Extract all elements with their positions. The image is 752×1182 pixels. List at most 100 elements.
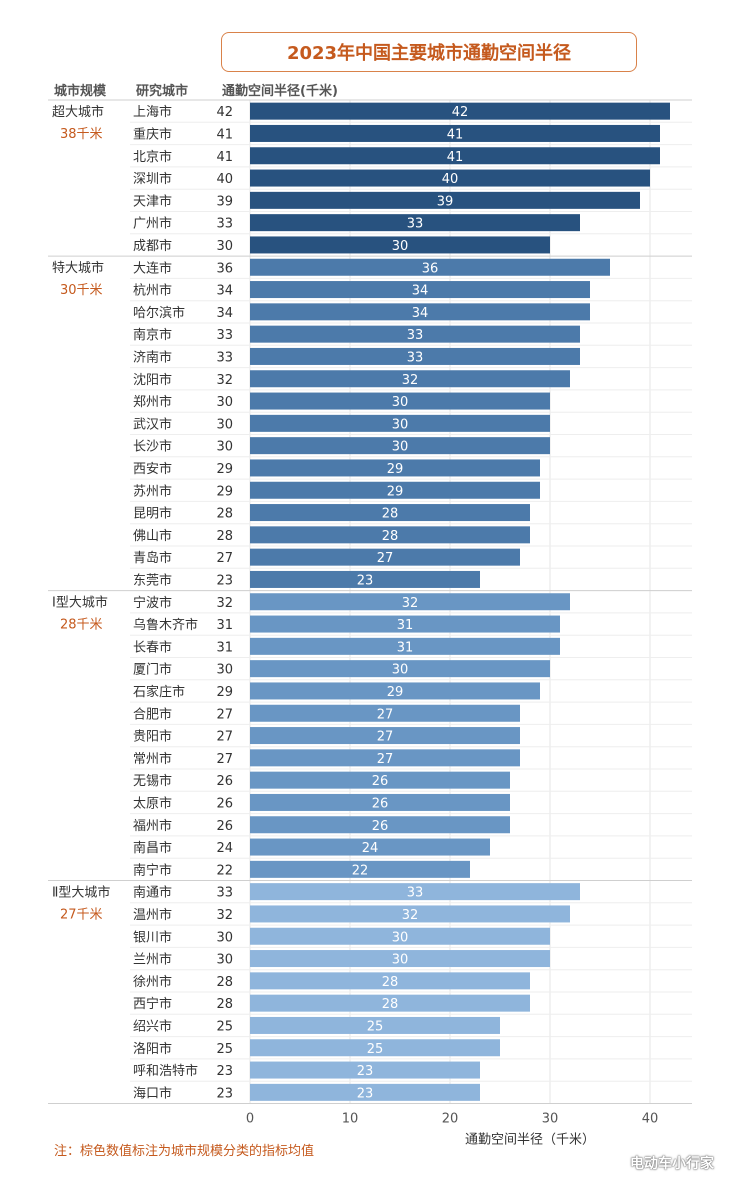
bar-value-label: 27 [377,730,394,745]
city-value-label: 30 [216,440,233,455]
x-axis-label: 通勤空间半径（千米） [465,1133,595,1148]
x-tick-label: 40 [642,1112,659,1127]
group-label: 特大城市 [52,260,104,276]
city-value-label: 24 [216,841,233,856]
city-label: 温州市 [133,907,172,923]
bar-value-label: 26 [372,796,389,811]
bar-value-label: 30 [392,930,409,945]
bar [250,526,530,544]
city-value-label: 34 [216,284,233,299]
city-label: 乌鲁木齐市 [133,617,198,633]
bar [250,325,580,343]
city-value-label: 29 [216,462,233,477]
city-label: 上海市 [133,104,172,120]
city-value-label: 28 [216,975,233,990]
x-tick-label: 0 [246,1112,254,1127]
bar [250,504,530,522]
bar-value-label: 31 [397,618,414,633]
bar [250,593,570,611]
city-value-label: 31 [216,640,233,655]
city-value-label: 30 [216,239,233,254]
city-value-label: 33 [216,886,233,901]
bar [250,994,530,1012]
city-label: 天津市 [133,193,172,209]
bar-value-label: 30 [392,953,409,968]
bar [250,660,550,678]
bar [250,749,520,767]
bar [250,169,650,187]
bar-value-label: 26 [372,774,389,789]
bar-value-label: 33 [407,886,424,901]
city-value-label: 26 [216,819,233,834]
bar [250,124,660,142]
city-label: 哈尔滨市 [133,305,185,321]
bar-value-label: 22 [352,863,369,878]
bar-value-label: 23 [357,1086,374,1101]
city-value-label: 26 [216,796,233,811]
bar-value-label: 29 [387,462,404,477]
city-value-label: 23 [216,573,233,588]
city-label: 兰州市 [133,952,172,968]
city-value-label: 27 [216,707,233,722]
city-label: 常州市 [133,751,172,767]
city-value-label: 27 [216,551,233,566]
city-label: 太原市 [133,795,172,811]
city-label: 石家庄市 [133,684,185,700]
city-label: 苏州市 [133,483,172,499]
city-label: 成都市 [133,238,172,254]
bar-value-label: 33 [407,328,424,343]
city-value-label: 32 [216,908,233,923]
bar [250,793,510,811]
bar [250,771,510,789]
city-label: 南通市 [133,885,172,901]
city-label: 洛阳市 [133,1041,172,1057]
bar-value-label: 41 [447,127,464,142]
city-label: 呼和浩特市 [133,1063,198,1079]
city-label: 长春市 [133,639,172,655]
bar-value-label: 26 [372,819,389,834]
city-value-label: 36 [216,261,233,276]
bar-value-label: 36 [422,261,439,276]
bar [250,147,660,165]
group-label: 超大城市 [52,104,104,120]
city-value-label: 28 [216,997,233,1012]
city-label: 武汉市 [133,416,172,432]
bar-value-label: 32 [402,908,419,923]
bar-value-label: 23 [357,573,374,588]
city-label: 西安市 [133,461,172,477]
bar-value-label: 33 [407,217,424,232]
city-value-label: 30 [216,663,233,678]
city-value-label: 23 [216,1086,233,1101]
x-tick-label: 20 [442,1112,459,1127]
bar-value-label: 30 [392,395,409,410]
city-label: 南京市 [133,327,172,343]
bar [250,860,470,878]
bar [250,370,570,388]
city-label: 佛山市 [133,528,172,544]
group-label: Ⅱ型大城市 [52,885,110,901]
bar-value-label: 23 [357,1064,374,1079]
city-value-label: 41 [216,150,233,165]
bar-value-label: 33 [407,350,424,365]
city-value-label: 42 [216,105,233,120]
city-value-label: 23 [216,1064,233,1079]
city-label: 郑州市 [133,394,172,410]
city-value-label: 39 [216,194,233,209]
city-label: 宁波市 [133,595,172,611]
bar [250,927,550,945]
bar [250,303,590,321]
bar [250,816,510,834]
bar-value-label: 40 [442,172,459,187]
bar-value-label: 34 [412,284,429,299]
bar [250,727,520,745]
bar-value-label: 27 [377,752,394,767]
bar-value-label: 25 [367,1019,384,1034]
group-label: Ⅰ型大城市 [52,595,108,611]
city-value-label: 25 [216,1042,233,1057]
city-value-label: 33 [216,328,233,343]
bar-value-label: 42 [452,105,469,120]
bar-value-label: 32 [402,596,419,611]
city-value-label: 30 [216,930,233,945]
bar-value-label: 30 [392,440,409,455]
